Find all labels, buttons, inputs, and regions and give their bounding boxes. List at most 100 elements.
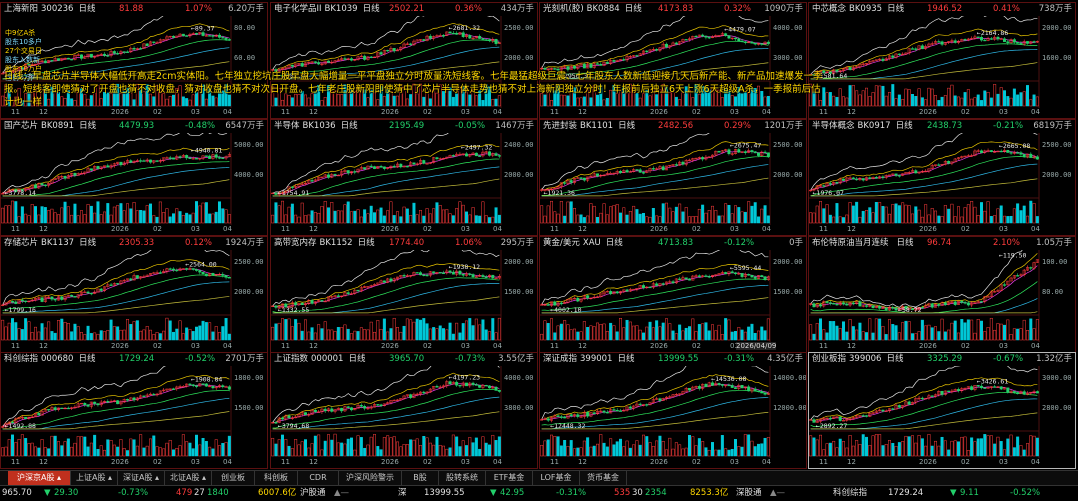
sz-connect-label[interactable]: 深股通 [736, 488, 762, 498]
chart-panel[interactable]: 中芯概念 BK0935 日线 1946.52 0.41% 738万手 2000.00 1600… [808, 2, 1076, 119]
chart-panel[interactable]: 光刻机(胶) BK0884 日线 4173.83 0.32% 1090万手 4000.00 3… [539, 2, 807, 119]
candle [671, 394, 675, 398]
candle [1032, 40, 1036, 44]
candle [628, 55, 632, 59]
candle [874, 59, 878, 61]
chart-panel[interactable]: 上海新阳 300236 日线 81.88 1.07% 6.20万手 80.00 60.00 ←8… [0, 2, 268, 119]
candle [927, 393, 931, 400]
candle [343, 291, 347, 297]
price-tick-label: 1600.00 [1042, 54, 1072, 62]
chart-panel[interactable]: 存储芯片 BK1137 日线 2305.33 0.12% 1924万手 2500.00 200… [0, 236, 268, 353]
volume-bar [89, 333, 93, 341]
candle [596, 409, 599, 415]
tab-4[interactable]: 北证A股 ▴ [165, 471, 212, 485]
candle [191, 268, 195, 271]
candle [851, 65, 855, 71]
annotation-banner: 日线：早盘芯片半导体大幅低开高走2cm实体阳。七年独立挖坑庄股早盘大幅增量一平平… [4, 71, 823, 108]
tab-5[interactable]: 创业板 [212, 471, 255, 485]
volume-bar [1026, 330, 1029, 341]
volume-bar [53, 212, 57, 224]
tab-3[interactable]: 深证A股 ▴ [118, 471, 165, 485]
volume-bar [126, 450, 129, 457]
tab-11[interactable]: ETF基金 [486, 471, 533, 485]
candle [1019, 41, 1023, 45]
volume-bar [277, 439, 281, 457]
low-annotation: ←2892.27 [816, 422, 847, 430]
chart-panel[interactable]: 深证成指 399001 日线 13999.55 -0.31% 4.35亿手 14000.00… [539, 352, 807, 469]
candle [914, 47, 918, 52]
volume-bar [569, 201, 573, 224]
candle [619, 408, 622, 412]
volume-bar [940, 216, 944, 224]
candle [422, 38, 426, 42]
chart-panel[interactable]: 布伦特原油当月连续 日线 96.74 2.10% 1.05万手 100.00 80.00 ←1… [808, 236, 1076, 353]
volume-bar [651, 88, 655, 107]
volume-bar [635, 93, 639, 107]
tab-9[interactable]: B股 [402, 471, 439, 485]
chart-panel[interactable]: 半导体概念 BK0917 日线 2438.73 -0.21% 6819万手 2500.00 2… [808, 119, 1076, 236]
volume-bar [635, 440, 639, 457]
chart-panel[interactable]: 电子化学品II BK1039 日线 2502.21 0.36% 434万手 2500.00 2… [270, 2, 538, 119]
moving-average-line [541, 40, 769, 75]
tab-6[interactable]: 科创板 [255, 471, 298, 485]
tab-8[interactable]: 沪深风险警示 [339, 471, 402, 485]
candle [1019, 273, 1023, 277]
candle [953, 299, 957, 307]
date-tick-label: 11 [819, 342, 828, 350]
volume-bar [760, 90, 764, 107]
candle [937, 390, 941, 397]
volume-bar [720, 215, 724, 224]
tab-13[interactable]: 货币基金 [580, 471, 627, 485]
candle [904, 171, 908, 175]
volume-bar [195, 92, 198, 107]
volume-bar [546, 205, 550, 224]
tab-7[interactable]: CDR [298, 471, 339, 485]
chart-panel[interactable]: 科创综指 000680 日线 1729.24 -0.52% 2701万手 1800.00 15… [0, 352, 268, 469]
chart-panel[interactable]: 高带宽内存 BK1152 日线 1774.40 1.06% 295万手 2000.00 150… [270, 236, 538, 353]
volume-bar [648, 216, 652, 224]
candle [651, 47, 655, 51]
chart-panel[interactable]: 黄金/美元 XAU 日线 4713.83 -0.12% 0手 2000.00 1500.00 ←… [539, 236, 807, 353]
tab-2[interactable]: 上证A股 ▴ [71, 471, 118, 485]
chart-panel[interactable]: 国产芯片 BK0891 日线 4479.93 -0.48% 6547万手 5000.00 40… [0, 119, 268, 236]
candle [930, 41, 934, 46]
chart-panel[interactable]: 创业板指 399006 日线 3325.29 -0.67% 1.32亿手 3000.00 28… [808, 352, 1076, 469]
volume-bar [366, 444, 370, 457]
volume-bar [359, 327, 363, 341]
volume-bar [750, 323, 754, 341]
candle [149, 159, 152, 164]
chart-panel[interactable]: 半导体 BK1036 日线 2195.49 -0.05% 1467万手 2400.00 200… [270, 119, 538, 236]
chart-panel[interactable]: 上证指数 000001 日线 3965.70 -0.73% 3.55亿手 4000.00 38… [270, 352, 538, 469]
volume-bar [980, 202, 983, 224]
tab-10[interactable]: 股转系统 [439, 471, 486, 485]
volume-bar [907, 321, 911, 341]
candle [435, 384, 439, 388]
candle [484, 384, 488, 387]
volume-bar [73, 203, 77, 224]
candle [763, 391, 767, 396]
volume-bar [1016, 94, 1020, 107]
candle [901, 52, 905, 56]
sh-connect-label[interactable]: 沪股通 [300, 488, 326, 498]
tab-12[interactable]: LOF基金 [533, 471, 580, 485]
volume-bar [379, 449, 383, 457]
chart-panel[interactable]: 先进封装 BK1101 日线 2482.56 0.29% 1201万手 2500.00 200… [539, 119, 807, 236]
volume-bar [694, 445, 698, 457]
tab-1[interactable]: 沪深京A股 ▴ [8, 471, 71, 485]
